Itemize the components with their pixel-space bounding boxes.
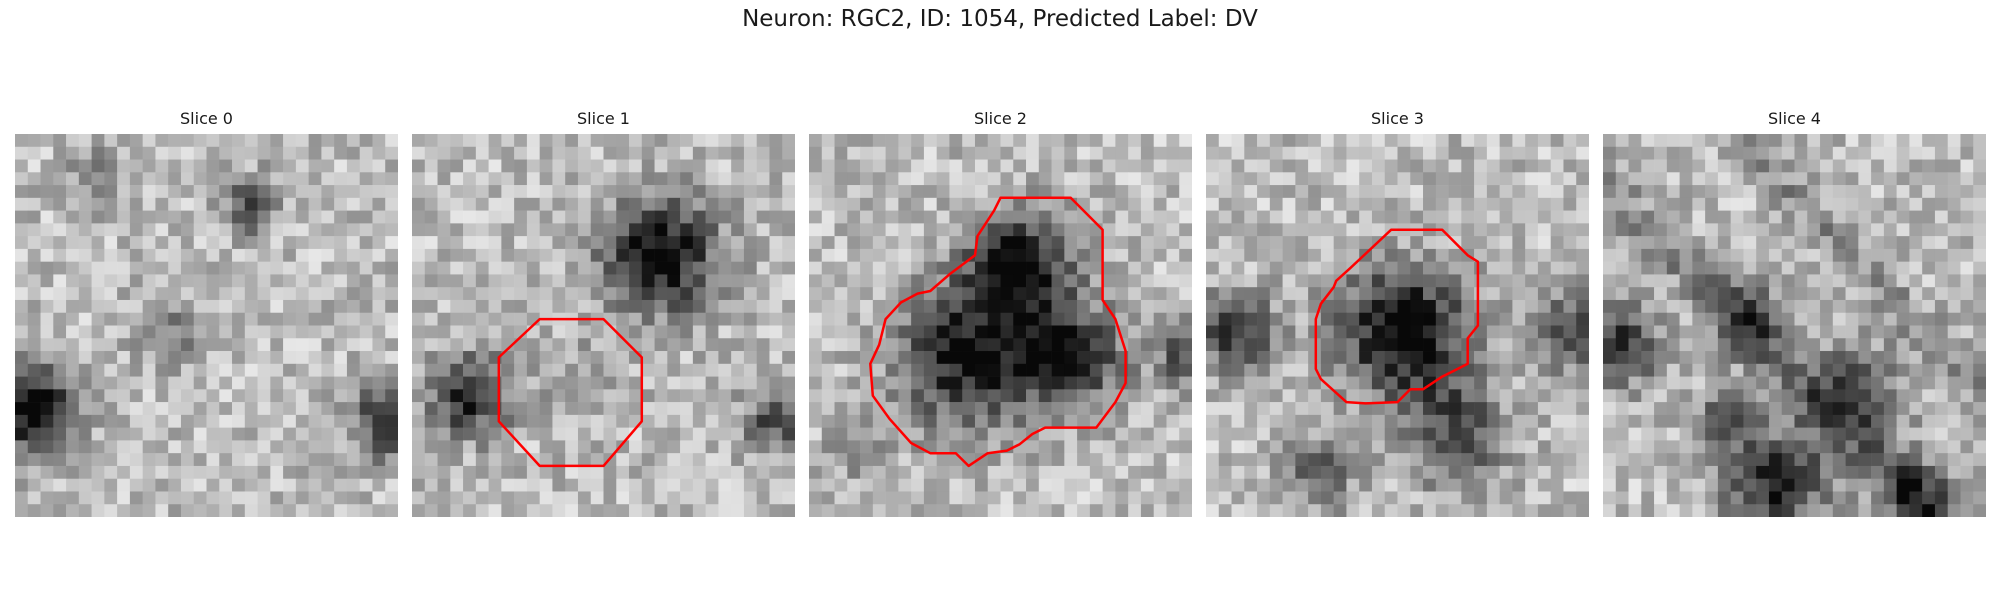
- slice-panel-3: Slice 3: [1206, 108, 1589, 517]
- slice-title: Slice 4: [1768, 109, 1821, 128]
- figure-title: Neuron: RGC2, ID: 1054, Predicted Label:…: [742, 6, 1258, 32]
- slice-panel-4: Slice 4: [1603, 108, 1986, 517]
- slice-title: Slice 2: [974, 109, 1027, 128]
- roi-contour: [869, 196, 1127, 468]
- slice-panel-0: Slice 0: [15, 108, 398, 517]
- slice-image: [1603, 134, 1986, 517]
- roi-contour: [497, 317, 644, 468]
- slice-image: [412, 134, 795, 517]
- slice-image: [1206, 134, 1589, 517]
- roi-contour: [1314, 228, 1480, 405]
- slice-image: [15, 134, 398, 517]
- slice-panel-1: Slice 1: [412, 108, 795, 517]
- slice-image: [809, 134, 1192, 517]
- slice-title: Slice 3: [1371, 109, 1424, 128]
- slice-title: Slice 1: [577, 109, 630, 128]
- slice-panel-2: Slice 2: [809, 108, 1192, 517]
- slice-title: Slice 0: [180, 109, 233, 128]
